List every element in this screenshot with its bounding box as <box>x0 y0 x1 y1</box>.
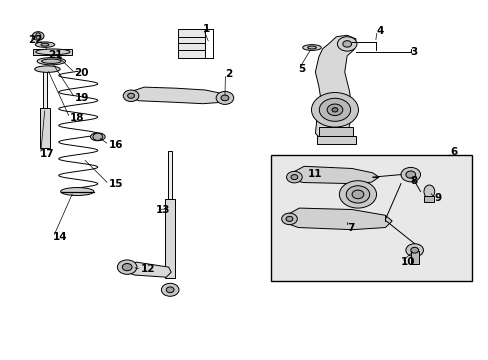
Text: 3: 3 <box>410 47 417 57</box>
Ellipse shape <box>36 33 41 39</box>
Bar <box>40 108 50 148</box>
Text: 20: 20 <box>74 68 89 78</box>
Circle shape <box>351 190 363 199</box>
Circle shape <box>281 213 297 225</box>
Ellipse shape <box>41 59 61 63</box>
Bar <box>168 151 172 199</box>
Polygon shape <box>288 166 378 184</box>
Circle shape <box>221 95 228 101</box>
Text: 14: 14 <box>53 232 67 242</box>
Circle shape <box>32 32 44 40</box>
Ellipse shape <box>307 46 316 49</box>
Ellipse shape <box>423 185 434 198</box>
Polygon shape <box>127 87 228 104</box>
Circle shape <box>285 216 292 221</box>
Circle shape <box>342 41 351 47</box>
Text: 17: 17 <box>40 149 55 159</box>
Bar <box>424 196 433 202</box>
Polygon shape <box>123 262 171 277</box>
Circle shape <box>123 90 139 102</box>
Ellipse shape <box>35 42 55 47</box>
Text: 1: 1 <box>203 24 210 34</box>
Ellipse shape <box>61 188 94 195</box>
Circle shape <box>290 175 297 180</box>
Circle shape <box>216 91 233 104</box>
Circle shape <box>161 283 179 296</box>
Text: 15: 15 <box>108 179 123 189</box>
Bar <box>43 69 47 108</box>
Bar <box>33 49 72 55</box>
Text: 9: 9 <box>433 193 441 203</box>
Ellipse shape <box>41 43 49 46</box>
Circle shape <box>346 186 369 203</box>
Bar <box>271 155 471 281</box>
Text: 2: 2 <box>224 69 232 79</box>
Ellipse shape <box>36 49 70 55</box>
Text: 11: 11 <box>307 168 322 179</box>
Circle shape <box>122 264 132 271</box>
Text: 6: 6 <box>449 147 456 157</box>
Text: 5: 5 <box>298 64 305 74</box>
Ellipse shape <box>35 66 60 72</box>
Text: 13: 13 <box>155 204 170 215</box>
Text: 8: 8 <box>410 176 417 186</box>
Circle shape <box>117 260 137 274</box>
Ellipse shape <box>302 45 321 50</box>
Text: 4: 4 <box>376 26 383 36</box>
Circle shape <box>166 287 174 293</box>
Text: 22: 22 <box>28 35 43 45</box>
Circle shape <box>319 98 350 121</box>
Circle shape <box>331 108 337 112</box>
Bar <box>318 127 352 136</box>
Circle shape <box>326 104 342 116</box>
Bar <box>178 29 205 58</box>
Text: 10: 10 <box>400 257 415 267</box>
Circle shape <box>339 181 376 208</box>
Circle shape <box>311 93 358 127</box>
Text: 19: 19 <box>74 93 88 103</box>
Ellipse shape <box>37 58 65 65</box>
Text: 21: 21 <box>48 50 62 60</box>
Circle shape <box>337 37 356 51</box>
Circle shape <box>410 247 418 253</box>
Polygon shape <box>283 208 391 230</box>
Text: 18: 18 <box>69 113 84 123</box>
Bar <box>316 136 355 144</box>
Circle shape <box>405 244 423 257</box>
Circle shape <box>405 171 415 178</box>
Circle shape <box>286 171 302 183</box>
Circle shape <box>93 133 102 140</box>
Ellipse shape <box>90 133 105 141</box>
Text: 12: 12 <box>141 264 155 274</box>
Circle shape <box>400 167 420 182</box>
Text: 7: 7 <box>346 222 354 233</box>
Circle shape <box>127 93 134 98</box>
Polygon shape <box>315 35 355 143</box>
Text: 16: 16 <box>108 140 123 150</box>
Bar <box>165 199 175 278</box>
Bar <box>410 251 418 264</box>
